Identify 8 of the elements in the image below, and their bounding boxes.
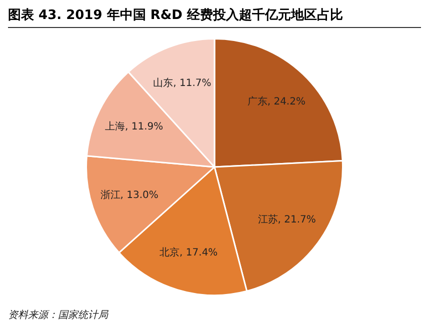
- slice-label: 山东, 11.7%: [153, 76, 212, 89]
- slice-label: 浙江, 13.0%: [100, 189, 158, 202]
- text: 资料来源：国家统计局: [8, 308, 108, 322]
- slice-label: 上海, 11.9%: [105, 120, 164, 133]
- slice-label: 江苏, 21.7%: [258, 214, 316, 226]
- chart-title: 图表 43. 2019 年中国 R&D 经费投入超千亿元地区占比: [8, 6, 343, 24]
- slice-label: 北京, 17.4%: [160, 246, 218, 259]
- slice-label: 广东, 24.2%: [247, 96, 306, 108]
